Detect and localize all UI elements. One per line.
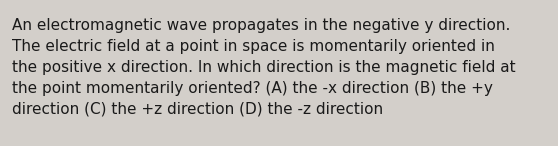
Text: An electromagnetic wave propagates in the negative y direction.
The electric fie: An electromagnetic wave propagates in th… bbox=[12, 18, 516, 117]
